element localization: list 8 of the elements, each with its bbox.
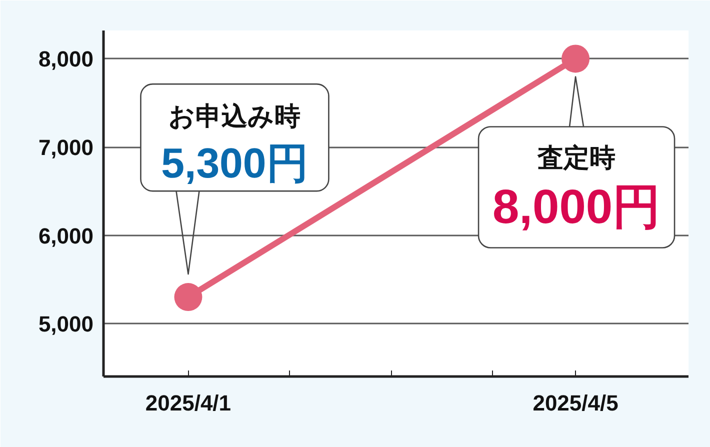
- y-tick-label: 5,000: [38, 312, 94, 337]
- y-tick-label: 6,000: [38, 223, 94, 248]
- y-tick-label: 8,000: [38, 46, 94, 72]
- x-tick-label: 2025/4/1: [145, 390, 232, 416]
- annotation: 査定時 8,000円: [492, 142, 661, 234]
- y-tick-label: 7,000: [38, 135, 94, 160]
- annotation: お申込み時 5,300円: [161, 101, 308, 187]
- x-tick-label: 2025/4/5: [532, 390, 618, 416]
